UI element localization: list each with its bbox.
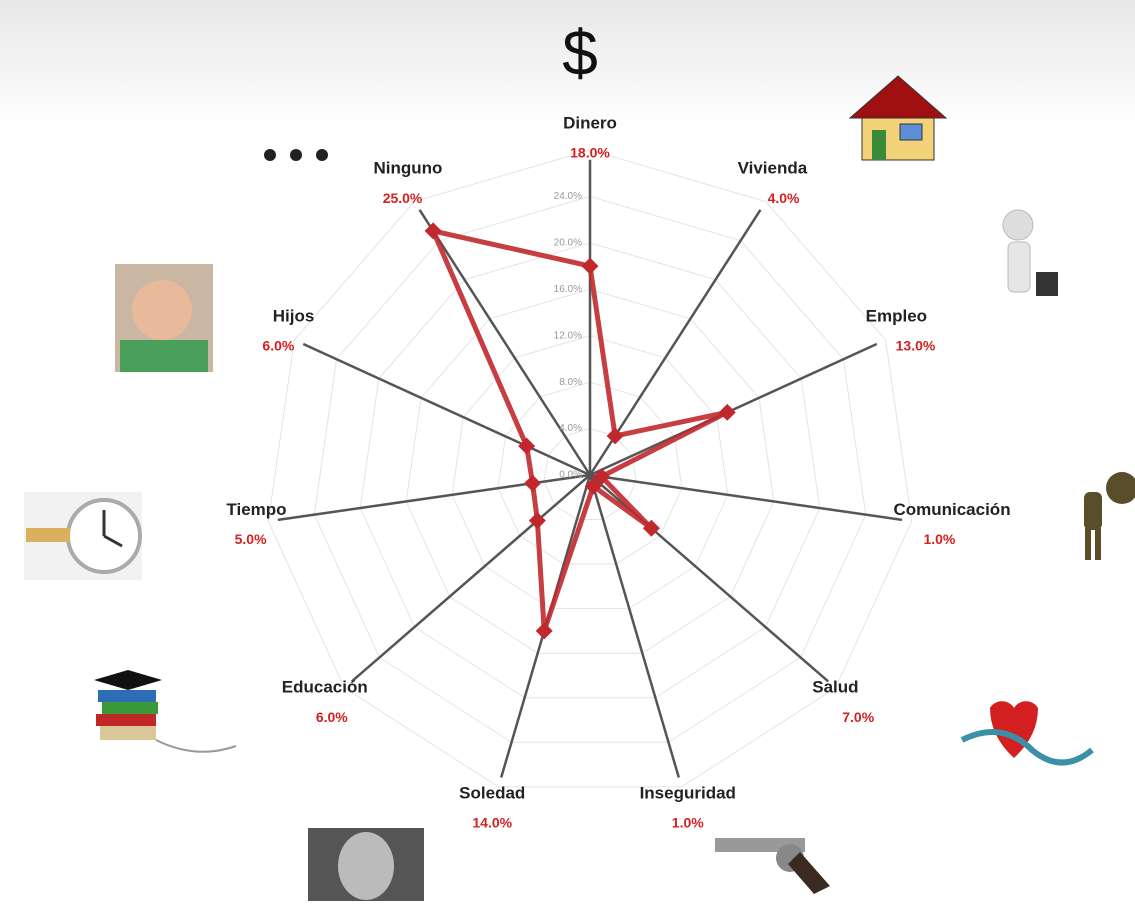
radar-plot: 0.0% 4.0% 8.0% 12.0% 16.0% 20.0% 24.0% Dinero 18… — [226, 113, 1010, 830]
category-label: Ninguno — [373, 159, 442, 178]
data-point — [518, 437, 536, 455]
data-point — [528, 512, 546, 530]
data-point — [424, 222, 442, 240]
data-point — [581, 257, 599, 275]
dots-icon — [264, 149, 328, 161]
data-point — [535, 622, 553, 640]
stethoscope-icon — [960, 701, 1094, 766]
value-label: 1.0% — [923, 531, 955, 547]
value-label: 13.0% — [896, 338, 936, 354]
value-label: 7.0% — [842, 709, 874, 725]
data-point — [642, 519, 660, 537]
grid-ring — [359, 242, 821, 699]
data-point — [593, 468, 610, 486]
axis-line — [302, 342, 591, 477]
books-icon — [94, 670, 237, 753]
revolver-icon — [715, 838, 830, 894]
background — [0, 0, 1135, 130]
baby-photo — [115, 264, 213, 372]
grid-ring — [497, 381, 683, 565]
r-tick-label: 4.0% — [559, 423, 582, 434]
axis-line — [588, 474, 681, 778]
category-label: Hijos — [273, 306, 315, 325]
axis-line — [350, 474, 591, 683]
r-tick-label: 0.0% — [559, 470, 582, 481]
axis-line — [589, 473, 903, 522]
megaphone-icon — [1084, 472, 1135, 560]
category-label: Dinero — [563, 113, 617, 132]
data-point — [584, 477, 602, 495]
businessman-icon — [1002, 209, 1058, 296]
r-tick-label: 24.0% — [554, 191, 582, 202]
grid-ring — [451, 335, 729, 610]
dollar-sign: $ — [562, 17, 598, 89]
value-label: 25.0% — [383, 190, 423, 206]
value-label: 5.0% — [235, 531, 267, 547]
axis-line — [589, 474, 830, 683]
woman-photo — [308, 828, 424, 901]
axis-line — [589, 342, 878, 477]
outer-ring — [267, 149, 913, 788]
value-label: 18.0% — [570, 145, 610, 161]
axis-line — [418, 209, 592, 476]
category-label: Salud — [812, 678, 858, 697]
category-label: Empleo — [866, 306, 927, 325]
r-tick-label: 8.0% — [559, 377, 582, 388]
grid-ring — [313, 195, 867, 743]
data-point — [524, 474, 542, 492]
grid-ring — [405, 288, 775, 654]
r-tick-label: 16.0% — [554, 284, 582, 295]
axis-line — [277, 473, 591, 522]
value-label: 6.0% — [316, 709, 348, 725]
category-label: Inseguridad — [640, 783, 736, 802]
r-tick-label: 12.0% — [554, 330, 582, 341]
category-label: Vivienda — [738, 159, 808, 178]
data-line — [430, 228, 730, 634]
category-label: Soledad — [459, 783, 525, 802]
value-label: 6.0% — [262, 338, 294, 354]
grid-ring — [543, 428, 637, 521]
r-tick-label: 20.0% — [554, 237, 582, 248]
data-point — [606, 427, 624, 445]
category-label: Educación — [282, 678, 368, 697]
value-label: 14.0% — [472, 815, 512, 831]
house-icon — [848, 75, 948, 161]
category-label: Comunicación — [893, 500, 1010, 519]
value-label: 4.0% — [768, 190, 800, 206]
category-label: Tiempo — [226, 500, 286, 519]
clock-icon — [24, 492, 142, 580]
value-label: 1.0% — [672, 815, 704, 831]
data-point — [718, 403, 736, 421]
